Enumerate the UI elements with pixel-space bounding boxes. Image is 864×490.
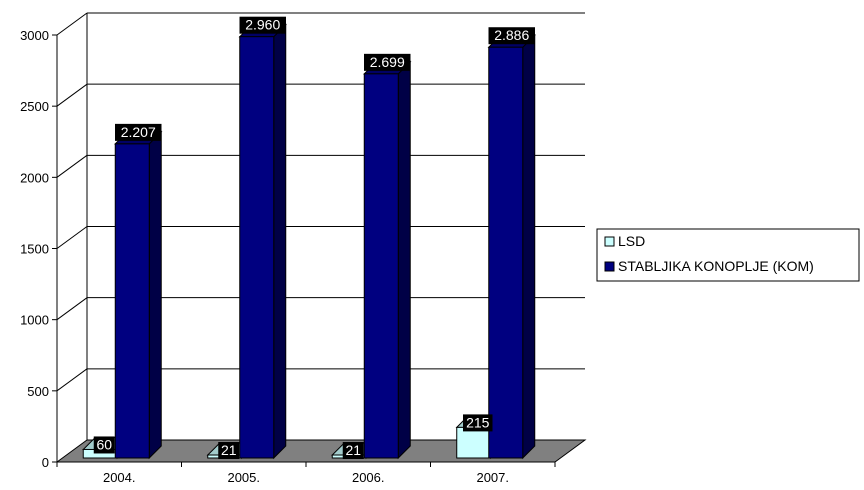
- bar-front: [488, 46, 524, 459]
- bar-side: [148, 130, 162, 460]
- bar-side: [397, 60, 411, 460]
- data-label-bg: [488, 27, 535, 45]
- bar-side: [273, 23, 287, 460]
- bar-front: [456, 426, 492, 459]
- gridline-connector: [56, 154, 88, 178]
- y-tick-label: 1500: [20, 242, 49, 257]
- y-tick-label: 2000: [20, 170, 49, 185]
- data-label-stabljika-konoplje: 2.886: [488, 27, 535, 45]
- bar-front: [114, 143, 150, 459]
- x-tick-label: 2005.: [227, 470, 260, 485]
- bar-front: [363, 73, 399, 459]
- data-label-text: 2.699: [370, 54, 405, 70]
- bars: [82, 23, 536, 460]
- x-tick-label: 2007.: [476, 470, 509, 485]
- bar-front: [239, 36, 275, 459]
- y-tick-label: 0: [42, 455, 49, 470]
- data-label-stabljika-konoplje: 2.960: [239, 16, 286, 34]
- legend-swatch: [604, 236, 615, 247]
- bar-stabljika-konoplje: [363, 60, 412, 460]
- data-labels: 60 2.207 21 2.960 21 2.699 215 2.886: [93, 16, 535, 460]
- data-label-text: 60: [96, 436, 112, 452]
- bar-stabljika-konoplje: [487, 34, 536, 460]
- legend-label: STABLJIKA KONOPLJE (KOM): [618, 258, 814, 274]
- data-label-stabljika-konoplje: 2.699: [364, 54, 411, 71]
- x-tick-label: 2004.: [103, 470, 136, 485]
- gridline-connector: [56, 226, 88, 249]
- data-label-lsd: 21: [218, 442, 240, 460]
- gridline-connector: [56, 12, 88, 36]
- bar-stabljika-konoplje: [114, 130, 163, 460]
- data-label-lsd: 215: [463, 414, 493, 432]
- data-label-bg: [93, 436, 115, 454]
- data-label-stabljika-konoplje: 2.207: [115, 123, 162, 141]
- data-label-text: 2.960: [245, 17, 280, 33]
- data-label-bg: [342, 442, 364, 460]
- gridline-connector: [56, 368, 88, 392]
- data-label-bg: [364, 53, 411, 71]
- bar-stabljika-konoplje: [238, 23, 287, 460]
- gridline-connector: [56, 297, 88, 321]
- y-tick-label: 1000: [20, 313, 49, 328]
- data-label-text: 21: [221, 442, 237, 458]
- gridline-connector: [56, 83, 88, 107]
- legend-box: [596, 228, 860, 282]
- data-label-bg: [218, 442, 240, 460]
- bar-side: [522, 34, 536, 460]
- data-label-text: 215: [466, 414, 490, 430]
- data-label-bg: [239, 16, 286, 34]
- legend: LSD STABLJIKA KONOPLJE (KOM): [596, 228, 860, 282]
- y-tick-label: 500: [27, 384, 49, 399]
- data-label-bg: [115, 123, 162, 141]
- data-label-text: 21: [345, 442, 361, 458]
- y-tick-label: 2500: [20, 99, 49, 114]
- legend-label: LSD: [618, 233, 645, 249]
- y-tick-label: 3000: [20, 28, 49, 43]
- data-label-lsd: 21: [342, 442, 364, 460]
- tick-labels: 0 500 1000 1500 2000 2500 3000 2004. 2005. 2006. 2…: [20, 28, 556, 485]
- data-label-lsd: 60: [93, 436, 115, 454]
- data-label-bg: [463, 414, 493, 432]
- x-tick-label: 2006.: [352, 470, 385, 485]
- data-label-text: 2.207: [121, 124, 156, 140]
- legend-swatch: [604, 261, 615, 272]
- data-label-text: 2.886: [494, 27, 529, 43]
